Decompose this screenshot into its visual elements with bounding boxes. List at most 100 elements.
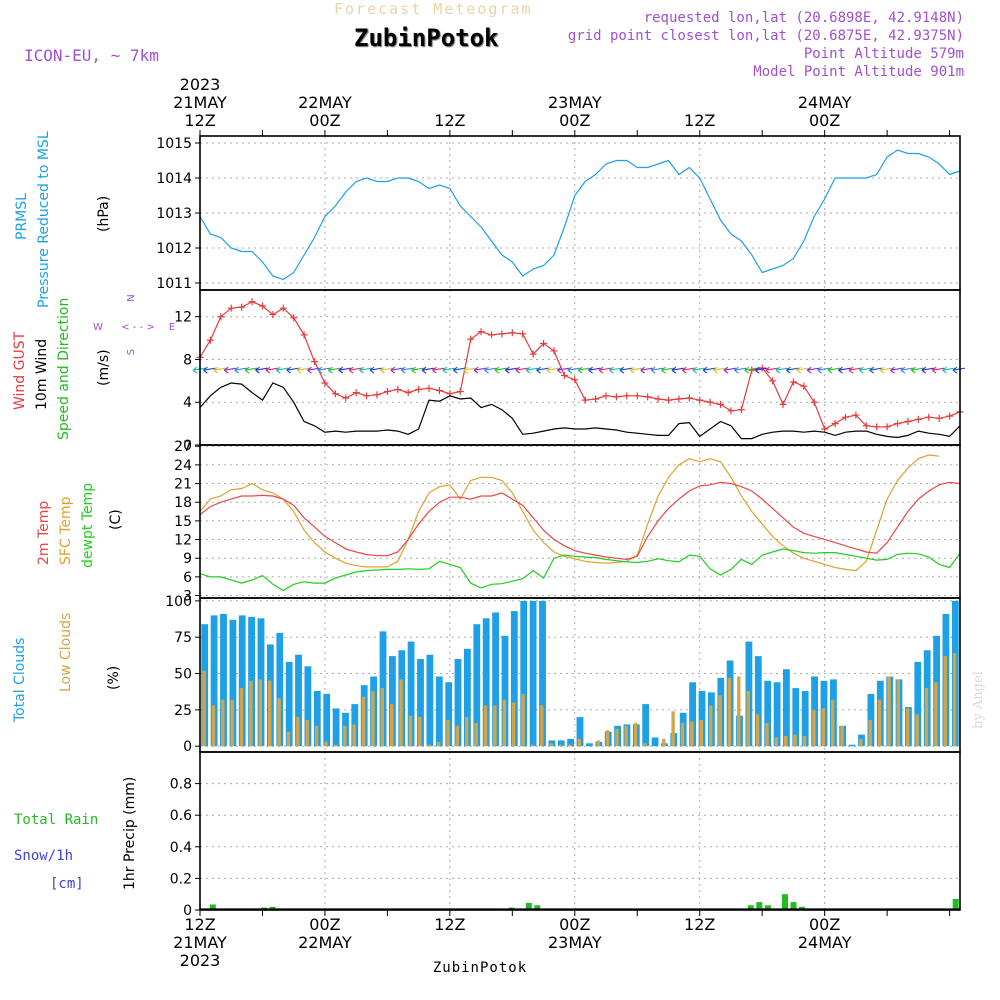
gust-point <box>883 423 891 431</box>
y-tick-label: 1011 <box>156 276 192 292</box>
time-label-top: 00Z <box>559 111 590 130</box>
wind-direction-arrow <box>879 366 893 374</box>
low-cloud-bar <box>239 688 244 747</box>
y-tick-label: 0.6 <box>170 808 192 824</box>
wind-direction-arrow <box>598 366 612 374</box>
total-cloud-bar <box>389 656 396 747</box>
low-cloud-bar <box>268 680 272 747</box>
wind-direction-arrow <box>754 366 768 374</box>
total-cloud-bar <box>914 661 922 747</box>
gust-point <box>706 398 714 406</box>
total-cloud-bar <box>445 682 453 747</box>
total-cloud-bar <box>304 666 312 747</box>
gust-point <box>269 311 277 319</box>
gust-point <box>394 385 402 393</box>
y-tick-label: 25 <box>174 703 192 719</box>
wind-direction-arrow <box>629 366 643 374</box>
low-cloud-bar <box>859 738 863 747</box>
wind-direction-arrow <box>192 366 206 374</box>
time-label-top: 00Z <box>809 111 840 130</box>
rain-bar <box>764 905 771 910</box>
total-cloud-bar <box>586 743 593 747</box>
low-cloud-bar <box>896 679 900 747</box>
low-cloud-bar <box>615 728 619 747</box>
wind-10m-label: 10m Wind <box>34 339 50 410</box>
total-cloud-bar <box>426 654 434 747</box>
y-tick-label: 24 <box>174 458 192 474</box>
low-cloud-bar <box>446 720 450 747</box>
wind-direction-arrow <box>786 366 799 374</box>
model-label: ICON-EU, ~ 7km <box>24 46 159 65</box>
total-cloud-bar <box>210 615 218 747</box>
wind-direction-arrow <box>681 366 695 374</box>
wind-direction-arrow <box>432 366 445 374</box>
y-tick-label: 0.4 <box>170 840 192 856</box>
low-cloud-bar <box>877 699 882 747</box>
gust-point <box>352 389 360 397</box>
gust-point <box>644 393 652 401</box>
wind-direction-arrow <box>265 366 278 374</box>
panel-frame <box>199 289 961 446</box>
wind-direction-arrow <box>577 366 591 374</box>
wind-direction-arrow <box>931 366 945 374</box>
wind-direction-arrow <box>910 366 924 374</box>
y-tick-label: 8 <box>183 352 192 368</box>
gust-point <box>654 395 662 403</box>
wind-direction-arrow <box>452 366 466 374</box>
wind-direction-arrow <box>827 366 841 374</box>
wind-direction-arrow <box>380 366 393 374</box>
gust-point <box>311 358 319 366</box>
gust-point <box>904 417 912 425</box>
total-cloud-bar <box>313 691 321 747</box>
text-layer: 1011 1012 1013 1014 1015 PRMSL Pressure Reduce… <box>12 75 852 970</box>
snow-label: Snow/1h <box>14 848 73 864</box>
gust-point <box>946 412 954 420</box>
total-cloud-bar <box>510 611 518 747</box>
low-cloud-bar <box>502 699 506 747</box>
gust-point <box>321 379 329 387</box>
time-label-bottom: 23MAY <box>548 933 602 952</box>
dir-west: W <box>93 322 103 333</box>
sfc-temp-line <box>199 454 940 572</box>
gust-point <box>300 331 308 339</box>
gust-point <box>894 420 902 428</box>
total-cloud-bar <box>848 744 856 747</box>
gust-point <box>238 303 246 311</box>
total-cloud-bar <box>698 691 706 747</box>
low-cloud-bar <box>540 705 544 747</box>
low-cloud-bar <box>802 736 807 747</box>
time-label-top: 23MAY <box>548 93 602 112</box>
low-cloud-bar <box>709 705 713 747</box>
low-cloud-bar <box>821 708 825 747</box>
time-label-bottom: 00Z <box>309 915 340 934</box>
y-tick-label: 3 <box>183 589 192 605</box>
wind-direction-arrow <box>796 366 809 374</box>
gust-point <box>675 395 683 403</box>
low-cloud-bar <box>774 737 779 747</box>
low-cloud-bar <box>286 731 291 747</box>
wind-direction-arrow <box>411 366 424 374</box>
y-tick-label: 100 <box>165 594 192 610</box>
low-clouds-label: Low Clouds <box>58 613 74 692</box>
wind-direction-arrow <box>765 366 778 374</box>
total-cloud-bar <box>801 691 809 747</box>
low-cloud-bar <box>371 691 375 747</box>
low-cloud-bar <box>211 705 216 747</box>
low-cloud-bar <box>831 699 835 747</box>
wind-direction-arrow <box>525 366 539 374</box>
low-cloud-bar <box>511 702 516 747</box>
total-cloud-bar <box>501 635 509 747</box>
gust-point <box>779 400 787 408</box>
low-cloud-bar <box>755 714 760 747</box>
low-cloud-bar <box>258 679 262 747</box>
wind-direction-arrow <box>848 366 861 374</box>
gust-point <box>342 394 350 402</box>
gust-point <box>769 377 777 385</box>
time-label-top: 12Z <box>434 111 465 130</box>
low-cloud-bar <box>605 730 610 747</box>
time-label-top: 12Z <box>684 111 715 130</box>
wind-direction-arrow <box>744 366 757 374</box>
low-cloud-bar <box>455 725 459 747</box>
total-cloud-bar <box>576 717 584 747</box>
low-cloud-bar <box>221 699 225 747</box>
